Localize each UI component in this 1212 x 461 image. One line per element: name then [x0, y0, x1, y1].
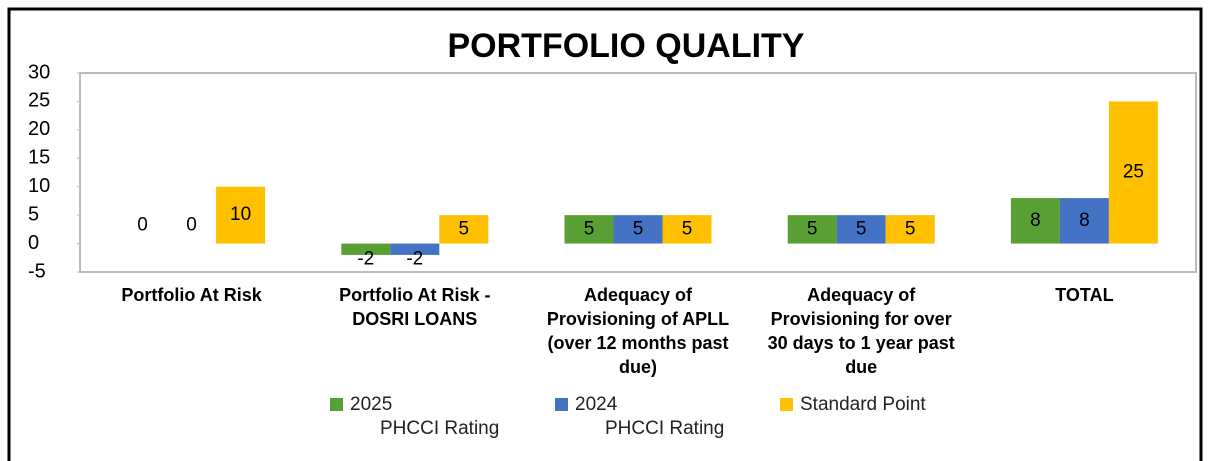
bar — [390, 243, 440, 255]
chart-title: PORTFOLIO QUALITY — [448, 27, 805, 65]
bar — [1108, 101, 1158, 244]
y-tick-label: 5 — [28, 203, 39, 225]
bar — [341, 243, 391, 255]
legend-swatch — [330, 398, 343, 411]
plot-area — [79, 72, 1197, 273]
data-label: 5 — [856, 218, 867, 239]
bar — [662, 215, 712, 244]
y-tick-label: 0 — [28, 232, 39, 254]
data-label: 5 — [682, 218, 693, 239]
y-tick-label: -5 — [28, 260, 46, 282]
x-tick-label: Adequacy of Provisioning for over 30 days … — [768, 285, 955, 377]
data-label: 5 — [584, 218, 595, 239]
data-label: 0 — [186, 215, 197, 236]
data-label: 10 — [230, 204, 251, 225]
bar — [613, 215, 663, 244]
data-label: 0 — [137, 215, 148, 236]
bar — [439, 215, 489, 244]
data-label: 5 — [905, 218, 916, 239]
legend-swatch — [555, 398, 568, 411]
bar — [216, 186, 266, 244]
x-tick-label: Adequacy of Provisioning of APLL (over 12 … — [547, 285, 729, 377]
y-tick-label: 15 — [28, 147, 50, 169]
x-tick-label: TOTAL — [1055, 285, 1113, 305]
data-label: -2 — [357, 249, 374, 270]
y-tick-label: 20 — [28, 118, 50, 140]
data-label: 5 — [807, 218, 818, 239]
bar — [885, 215, 935, 244]
bar — [1010, 198, 1060, 244]
x-tick-label: Portfolio At Risk -DOSRI LOANS — [339, 285, 490, 329]
legend-label: 2024 PHCCI Rating — [575, 394, 724, 439]
data-label: 25 — [1123, 162, 1144, 183]
bar — [564, 215, 614, 244]
legend-label: 2025 PHCCI Rating — [350, 394, 499, 439]
y-tick-label: 10 — [28, 175, 50, 197]
data-label: 8 — [1030, 210, 1041, 231]
x-tick-label: Portfolio At Risk — [121, 285, 262, 305]
y-tick-label: 30 — [28, 61, 50, 83]
data-label: 5 — [459, 218, 470, 239]
frame — [7, 7, 1203, 461]
y-tick-label: 25 — [28, 90, 50, 112]
legend-swatch — [780, 398, 793, 411]
data-label: 5 — [633, 218, 644, 239]
data-label: 8 — [1079, 210, 1090, 231]
bar — [836, 215, 886, 244]
bar — [1059, 198, 1109, 244]
bar — [787, 215, 837, 244]
legend-label: Standard Point — [800, 394, 926, 415]
data-label: -2 — [406, 249, 423, 270]
